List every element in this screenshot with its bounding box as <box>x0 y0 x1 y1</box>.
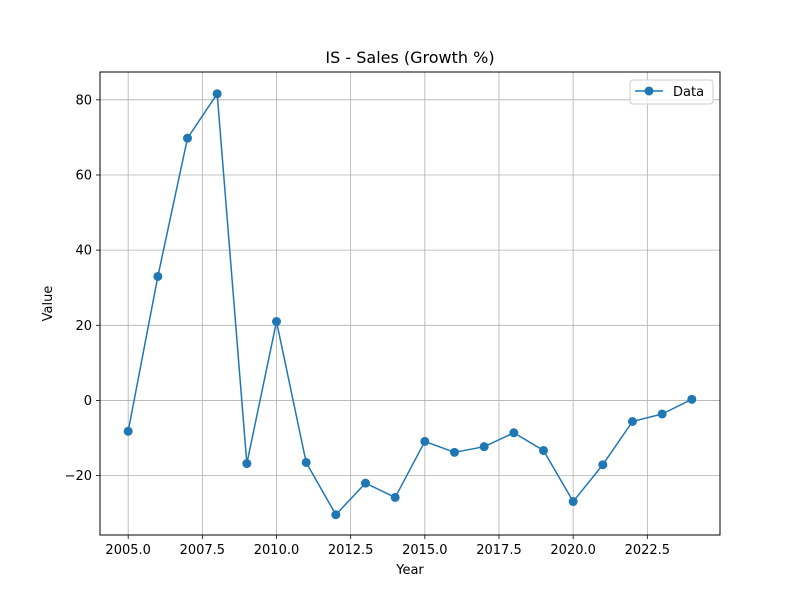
data-point <box>183 133 193 143</box>
data-point <box>687 394 697 404</box>
x-tick-label: 2007.5 <box>180 543 226 558</box>
legend-point-marker <box>644 86 654 96</box>
y-tick-label: 20 <box>75 319 92 334</box>
data-point <box>153 271 163 281</box>
x-tick-label: 2017.5 <box>476 543 522 558</box>
data-point <box>657 409 667 419</box>
data-point <box>361 478 371 488</box>
data-point <box>568 497 578 507</box>
x-tick-label: 2020.0 <box>550 543 596 558</box>
data-point <box>212 89 222 99</box>
x-tick-label: 2022.5 <box>625 543 671 558</box>
data-point <box>301 457 311 467</box>
data-point <box>123 426 133 436</box>
data-point <box>331 510 341 520</box>
data-point <box>242 459 252 469</box>
x-axis-ticks: 2005.0 2007.5 2010.0 2012.5 2015.0 2017.5 2020… <box>105 535 670 558</box>
y-tick-label: 0 <box>84 394 92 409</box>
y-tick-label: −20 <box>65 469 92 484</box>
chart-title: IS - Sales (Growth %) <box>325 48 494 67</box>
y-tick-label: 60 <box>75 168 92 183</box>
y-axis-ticks: −20 0 20 40 60 80 <box>65 93 100 484</box>
data-point <box>509 428 519 438</box>
x-tick-label: 2005.0 <box>105 543 151 558</box>
series-layer <box>123 89 697 520</box>
data-point <box>627 417 637 427</box>
legend: Data <box>629 79 714 105</box>
x-tick-label: 2012.5 <box>328 543 374 558</box>
y-tick-label: 80 <box>75 93 92 108</box>
legend-label: Data <box>673 85 704 100</box>
data-point <box>449 447 459 457</box>
data-point <box>598 460 608 470</box>
series-line <box>127 93 693 516</box>
data-point <box>479 442 489 452</box>
data-point <box>272 317 282 327</box>
x-tick-label: 2015.0 <box>402 543 448 558</box>
data-point <box>390 492 400 502</box>
grid <box>100 72 720 535</box>
y-axis-label: Value <box>41 286 56 322</box>
x-tick-label: 2010.0 <box>254 543 300 558</box>
data-point <box>538 445 548 455</box>
data-point <box>420 436 430 446</box>
x-axis-label: Year <box>395 563 424 578</box>
plot-frame <box>99 71 721 536</box>
y-tick-label: 40 <box>75 244 92 259</box>
legend-box <box>629 79 714 105</box>
